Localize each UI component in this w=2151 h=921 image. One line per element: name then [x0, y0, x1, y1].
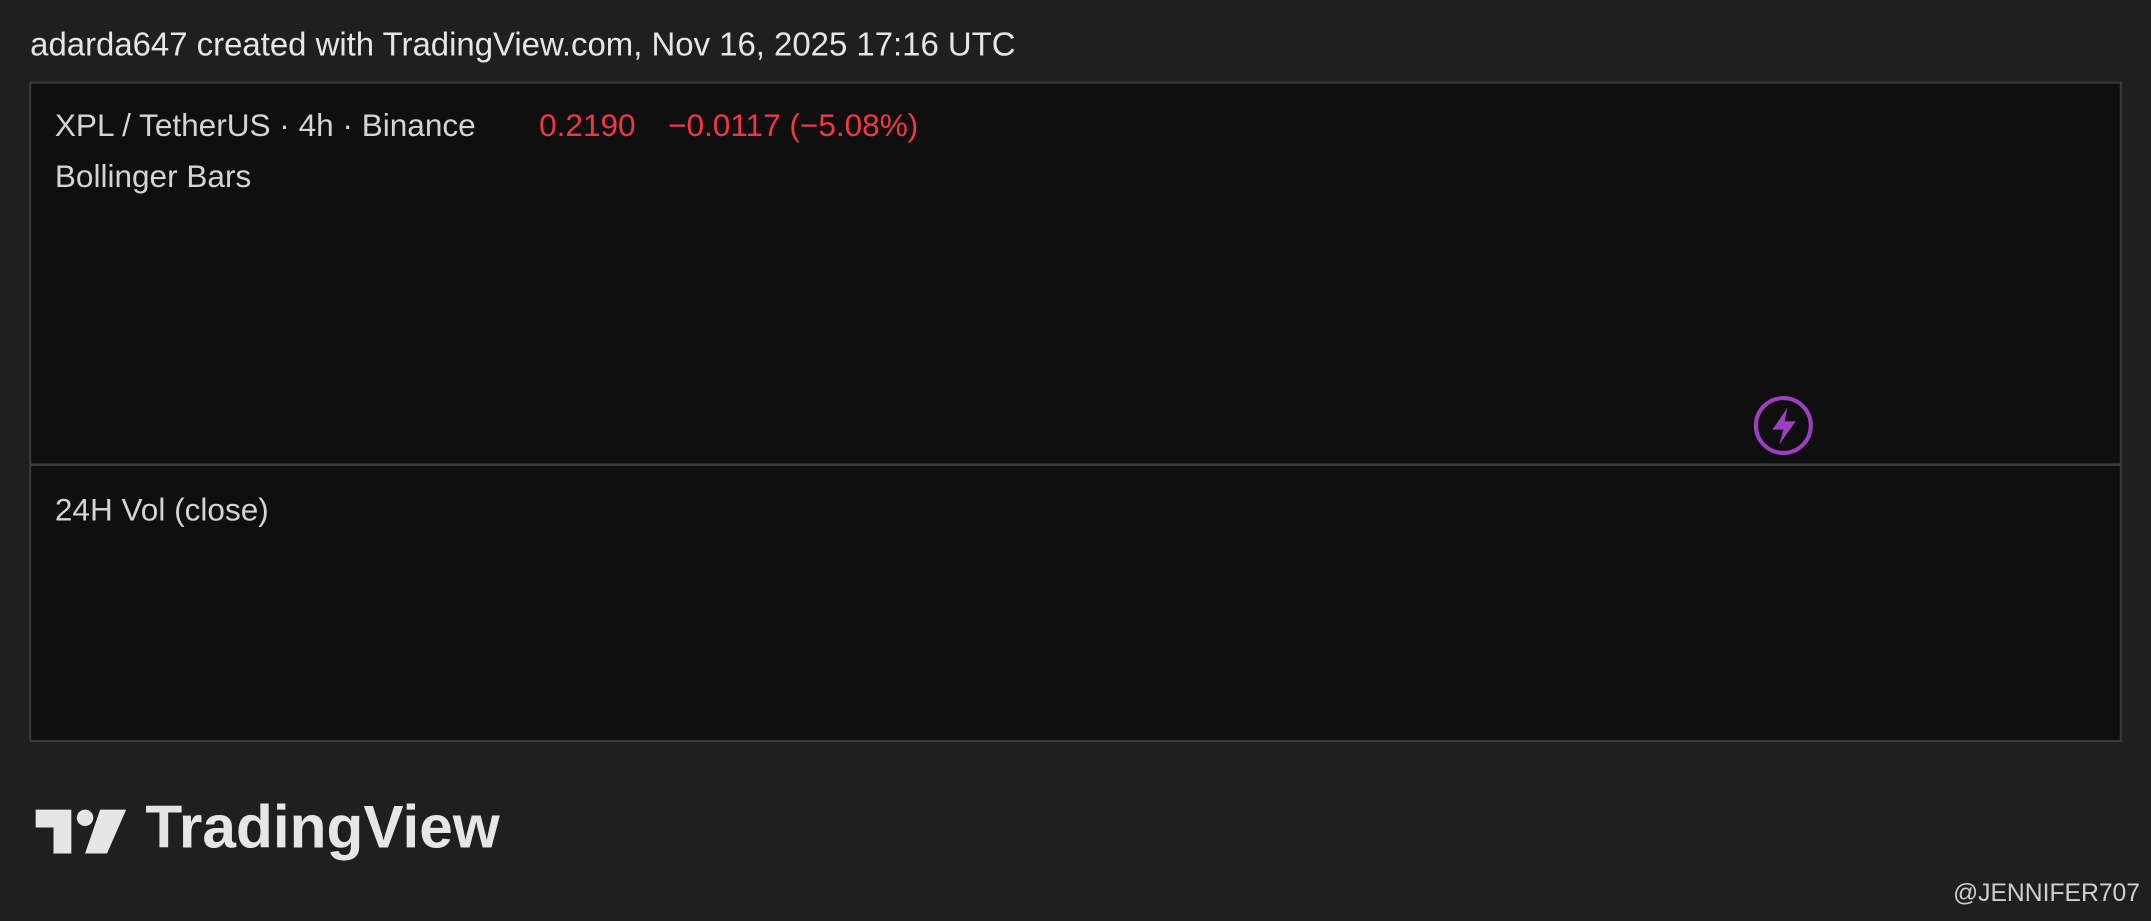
legend-change: −0.0117 (−5.08%) — [668, 107, 918, 143]
lightning-icon — [1753, 396, 1813, 456]
symbol-title: XPL / TetherUS · 4h · Binance — [55, 107, 476, 143]
brand-name: TradingView — [145, 793, 500, 861]
legend-price: 0.2190 — [539, 107, 636, 143]
watermark: @JENNIFER707 — [1953, 880, 2140, 907]
volume-title: 24H Vol (close) — [55, 491, 269, 527]
brand-logo — [35, 809, 127, 854]
indicator-name: Bollinger Bars — [55, 158, 251, 194]
header: adarda647 created with TradingView.com, … — [30, 26, 1015, 63]
